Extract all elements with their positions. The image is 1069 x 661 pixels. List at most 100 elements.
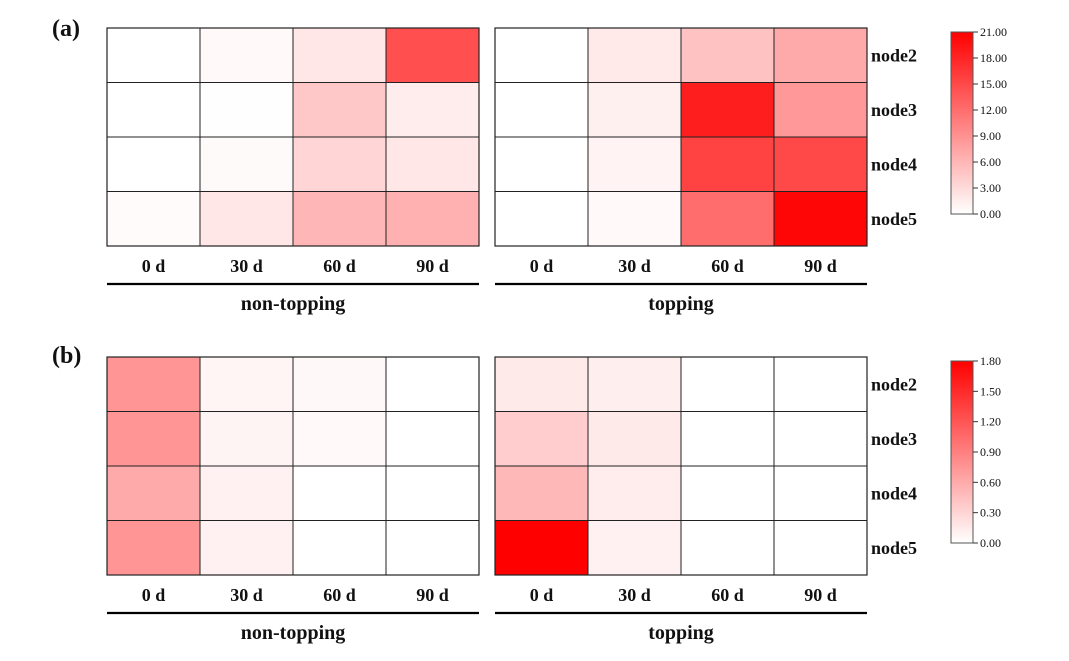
heatmap-cell xyxy=(680,136,775,192)
heatmap-cell xyxy=(385,465,480,521)
heatmap-cell xyxy=(494,356,589,412)
heatmap-cell xyxy=(587,411,682,467)
heatmap-cell xyxy=(773,411,868,467)
row-label: node2 xyxy=(871,45,917,65)
x-tick-label: 0 d xyxy=(530,256,554,276)
heatmap-cell xyxy=(106,27,201,83)
heatmap-cell xyxy=(292,520,387,576)
colorbar-tick-label: 0.00 xyxy=(980,207,1001,221)
heatmap-cell xyxy=(199,82,294,138)
heatmap-cell xyxy=(773,191,868,247)
panel-label: (a) xyxy=(52,16,80,42)
x-tick-label: 90 d xyxy=(804,256,837,276)
x-tick-label: 60 d xyxy=(711,256,744,276)
heatmap-cell xyxy=(199,520,294,576)
heatmap-cell xyxy=(385,356,480,412)
colorbar-tick-label: 1.80 xyxy=(980,354,1001,368)
heatmap-cell xyxy=(385,27,480,83)
heatmap-border xyxy=(494,356,868,576)
group-label: topping xyxy=(648,622,714,644)
heatmap-border xyxy=(106,356,480,576)
heatmap-cell xyxy=(106,411,201,467)
heatmap-cell xyxy=(199,27,294,83)
row-label: node3 xyxy=(871,100,917,120)
group-label: non-topping xyxy=(241,293,346,315)
heatmap-cell xyxy=(773,82,868,138)
heatmap-cell xyxy=(494,520,589,576)
x-tick-label: 30 d xyxy=(230,585,263,605)
heatmap-cell xyxy=(773,136,868,192)
colorbar-tick-label: 15.00 xyxy=(980,77,1007,91)
heatmap-cell xyxy=(587,356,682,412)
colorbar-tick-label: 0.90 xyxy=(980,445,1001,459)
heatmap-cell xyxy=(680,465,775,521)
heatmap-cell xyxy=(106,191,201,247)
row-label: node4 xyxy=(871,154,917,174)
colorbar-tick-label: 12.00 xyxy=(980,103,1007,117)
heatmap-cell xyxy=(587,27,682,83)
colorbar xyxy=(950,31,974,215)
heatmap-cell xyxy=(587,465,682,521)
heatmap-cell xyxy=(494,82,589,138)
panel-label: (b) xyxy=(52,343,81,369)
heatmap-cell xyxy=(587,82,682,138)
heatmap-cell xyxy=(106,356,201,412)
heatmap-cell xyxy=(773,465,868,521)
group-label: non-topping xyxy=(241,622,346,644)
heatmap-cell xyxy=(292,411,387,467)
heatmap-cell xyxy=(292,82,387,138)
x-tick-label: 60 d xyxy=(323,256,356,276)
heatmap-cell xyxy=(292,465,387,521)
x-tick-label: 0 d xyxy=(142,256,166,276)
heatmap-cell xyxy=(494,136,589,192)
heatmap-border xyxy=(494,27,868,247)
heatmap-cell xyxy=(385,520,480,576)
heatmap-cell xyxy=(106,465,201,521)
heatmap-cell xyxy=(680,411,775,467)
x-tick-label: 0 d xyxy=(530,585,554,605)
heatmap-cell xyxy=(680,356,775,412)
heatmap-cell xyxy=(292,356,387,412)
heatmap-cell xyxy=(587,520,682,576)
row-label: node4 xyxy=(871,483,917,503)
x-tick-label: 30 d xyxy=(618,256,651,276)
colorbar xyxy=(950,360,974,544)
colorbar-tick-label: 18.00 xyxy=(980,51,1007,65)
row-label: node5 xyxy=(871,209,917,229)
heatmap-cell xyxy=(773,520,868,576)
heatmap-cell xyxy=(494,465,589,521)
heatmap-cell xyxy=(680,82,775,138)
heatmap-cell xyxy=(199,411,294,467)
heatmap-cell xyxy=(680,27,775,83)
heatmap-cell xyxy=(773,356,868,412)
heatmap-cell xyxy=(587,191,682,247)
heatmap-cell xyxy=(385,411,480,467)
x-tick-label: 90 d xyxy=(416,585,449,605)
colorbar-tick-label: 21.00 xyxy=(980,25,1007,39)
heatmap-cell xyxy=(199,356,294,412)
heatmap-cell xyxy=(199,465,294,521)
heatmap-cell xyxy=(587,136,682,192)
group-label: topping xyxy=(648,293,714,315)
row-label: node5 xyxy=(871,538,917,558)
heatmap-cell xyxy=(199,136,294,192)
colorbar-tick-label: 3.00 xyxy=(980,181,1001,195)
heatmap-cell xyxy=(385,191,480,247)
x-tick-label: 60 d xyxy=(711,585,744,605)
heatmap-cell xyxy=(773,27,868,83)
heatmap-cell xyxy=(385,136,480,192)
x-tick-label: 90 d xyxy=(416,256,449,276)
heatmap-cell xyxy=(494,191,589,247)
colorbar-tick-label: 1.20 xyxy=(980,415,1001,429)
colorbar-tick-label: 6.00 xyxy=(980,155,1001,169)
heatmap-cell xyxy=(106,520,201,576)
colorbar-tick-label: 0.30 xyxy=(980,506,1001,520)
row-label: node2 xyxy=(871,374,917,394)
heatmap-cell xyxy=(106,136,201,192)
heatmap-cell xyxy=(494,411,589,467)
x-tick-label: 30 d xyxy=(230,256,263,276)
x-tick-label: 0 d xyxy=(142,585,166,605)
heatmap-cell xyxy=(292,27,387,83)
heatmap-cell xyxy=(292,191,387,247)
